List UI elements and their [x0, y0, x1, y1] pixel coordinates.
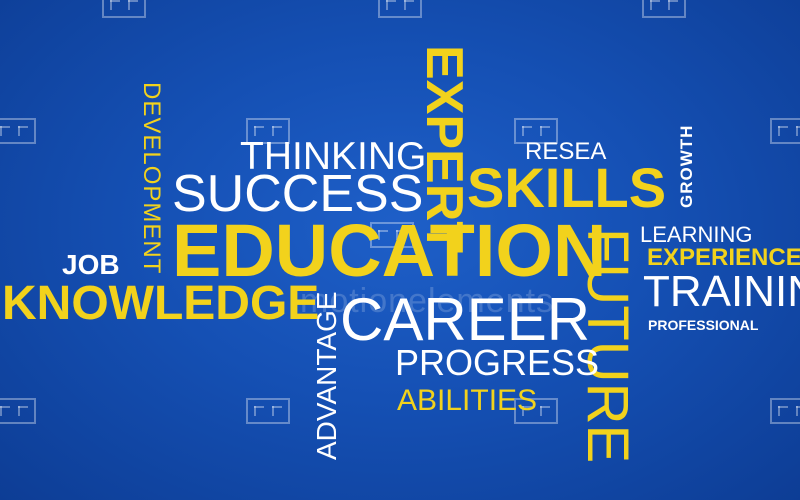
- word-growth: GROWTH: [677, 124, 696, 208]
- word-resea: RESEA: [525, 138, 607, 165]
- word-education: EDUCATION: [172, 209, 607, 292]
- watermark-logo: [770, 118, 800, 144]
- word-professional: PROFESSIONAL: [648, 317, 759, 333]
- word-progress: PROGRESS: [395, 342, 600, 383]
- word-experience: EXPERIENCE: [647, 244, 800, 271]
- word-knowledge: KNOWLEDGE: [2, 277, 320, 330]
- watermark-logo: [0, 118, 36, 144]
- watermark-logo: [514, 398, 558, 424]
- word-skills: SKILLS: [467, 156, 667, 219]
- watermark-text: motionelements: [300, 282, 555, 320]
- word-success: SUCCESS: [172, 165, 424, 223]
- watermark-logo: [0, 398, 36, 424]
- word-abilities: ABILITIES: [397, 384, 538, 417]
- watermark-logo: [246, 398, 290, 424]
- watermark-logo: [246, 118, 290, 144]
- word-career: CAREER: [340, 286, 591, 353]
- word-development: DEVELOPMENT: [138, 82, 165, 275]
- word-job: JOB: [62, 249, 120, 280]
- word-training: TRAINING: [643, 267, 800, 316]
- watermark-logo: [514, 118, 558, 144]
- watermark-logo: [102, 0, 146, 18]
- word-thinking: THINKING: [240, 135, 427, 178]
- watermark-logo: [642, 0, 686, 18]
- watermark-logo: [370, 222, 414, 248]
- watermark-logo: [770, 398, 800, 424]
- word-learning: LEARNING: [640, 222, 753, 247]
- watermark-logo: [378, 0, 422, 18]
